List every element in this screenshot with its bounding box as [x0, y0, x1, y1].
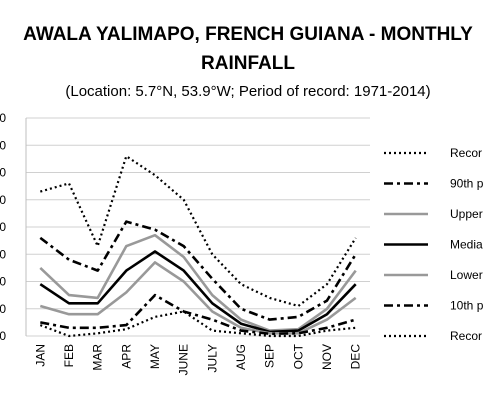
y-tick-label: 300 — [0, 247, 6, 261]
x-tick-label: APR — [119, 344, 133, 369]
legend-label: Upper — [450, 207, 483, 221]
series-line-2 — [39, 220, 357, 321]
chart-title-line2: RAINFALL — [201, 53, 295, 74]
series-line-5 — [39, 261, 357, 335]
y-tick-label: 200 — [0, 275, 6, 289]
x-tick-label: FEB — [62, 344, 76, 367]
x-tick-label: DEC — [349, 344, 363, 370]
x-axis-ticks: JAN FEB MAR APR MAY JUNE JULY AUG SEP OCT NOV DEC — [33, 343, 362, 375]
x-tick-label: OCT — [291, 343, 305, 369]
y-tick-label: 700 — [0, 138, 6, 152]
series-line-3 — [39, 233, 357, 332]
series-lines — [39, 155, 357, 338]
x-tick-label: AUG — [234, 344, 248, 370]
y-axis: 0 100 200 300 400 500 600 700 800 — [0, 111, 27, 343]
series-line-6 — [40, 293, 357, 336]
series-line-1 — [39, 155, 357, 308]
legend-label: Lower — [450, 268, 483, 282]
x-tick-label: JAN — [33, 344, 47, 367]
legend-label: Media — [450, 238, 483, 252]
y-tick-label: 800 — [0, 111, 6, 125]
x-tick-label: JULY — [205, 344, 219, 372]
y-tick-label: 600 — [0, 166, 6, 180]
legend-label: Recor — [450, 146, 482, 160]
x-tick-label: JUNE — [177, 344, 191, 375]
y-tick-label: 400 — [0, 220, 6, 234]
x-tick-label: SEP — [263, 344, 277, 368]
series-line-7 — [39, 310, 356, 338]
y-tick-label: 500 — [0, 193, 6, 207]
x-tick-label: MAY — [148, 344, 162, 369]
legend-label: 10th p — [450, 299, 484, 313]
y-tick-label: 0 — [0, 329, 6, 343]
legend: Recor 90th p Upper Media Lower 10th p Recor — [384, 146, 484, 343]
legend-label: 90th p — [450, 177, 484, 191]
y-tick-label: 100 — [0, 302, 6, 316]
x-tick-label: MAR — [91, 344, 105, 371]
series-line-4 — [39, 250, 357, 334]
legend-label: Recor — [450, 329, 482, 343]
chart-subtitle: (Location: 5.7°N, 53.9°W; Period of reco… — [65, 83, 430, 100]
x-tick-label: NOV — [320, 344, 334, 370]
chart-title-line1: AWALA YALIMAPO, FRENCH GUIANA - MONTHLY — [23, 24, 473, 45]
